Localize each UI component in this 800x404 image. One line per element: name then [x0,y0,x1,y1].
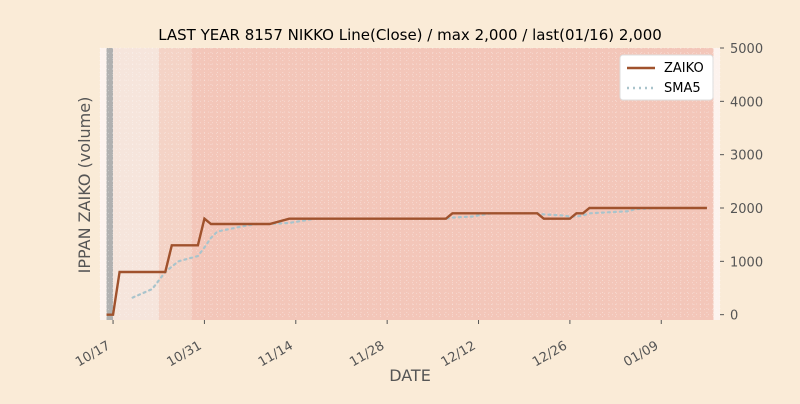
y-axis: 0 1000 2000 3000 4000 5000 [720,42,763,324]
y-tick-label: 5000 [730,42,763,57]
x-tick-label: 12/12 [439,338,479,370]
y-tick-label: 0 [730,309,738,324]
y-axis-label: IPPAN ZAIKO (volume) [75,97,94,274]
legend-box [619,54,714,101]
y-tick-label: 2000 [730,202,763,217]
date-band-1 [113,48,159,320]
date-band-2 [158,48,192,320]
x-tick-label: 11/14 [256,338,296,370]
x-tick-label: 12/26 [530,338,570,370]
date-band-0 [106,48,114,320]
x-axis-label: DATE [389,366,431,385]
x-tick-label: 01/09 [621,338,661,370]
y-tick-label: 4000 [730,95,763,110]
y-tick-label: 1000 [730,255,763,270]
gridlines [99,47,721,320]
series-layer [106,206,709,316]
legend-zaiko-label: ZAIKO [664,61,704,76]
x-tick-label: 10/17 [73,338,113,370]
legend-sma5-label: SMA5 [664,81,701,96]
series-line-sma5 [131,206,709,299]
x-tick-label: 11/28 [347,338,387,370]
chart-title: LAST YEAR 8157 NIKKO Line(Close) / max 2… [158,26,662,44]
legend: ZAIKO SMA5 [619,54,714,101]
x-axis: 10/17 10/31 11/14 11/28 12/12 12/26 01/09 [73,320,662,370]
x-tick-label: 10/31 [164,338,204,370]
y-tick-label: 3000 [730,149,763,164]
series-line-zaiko [106,206,707,316]
